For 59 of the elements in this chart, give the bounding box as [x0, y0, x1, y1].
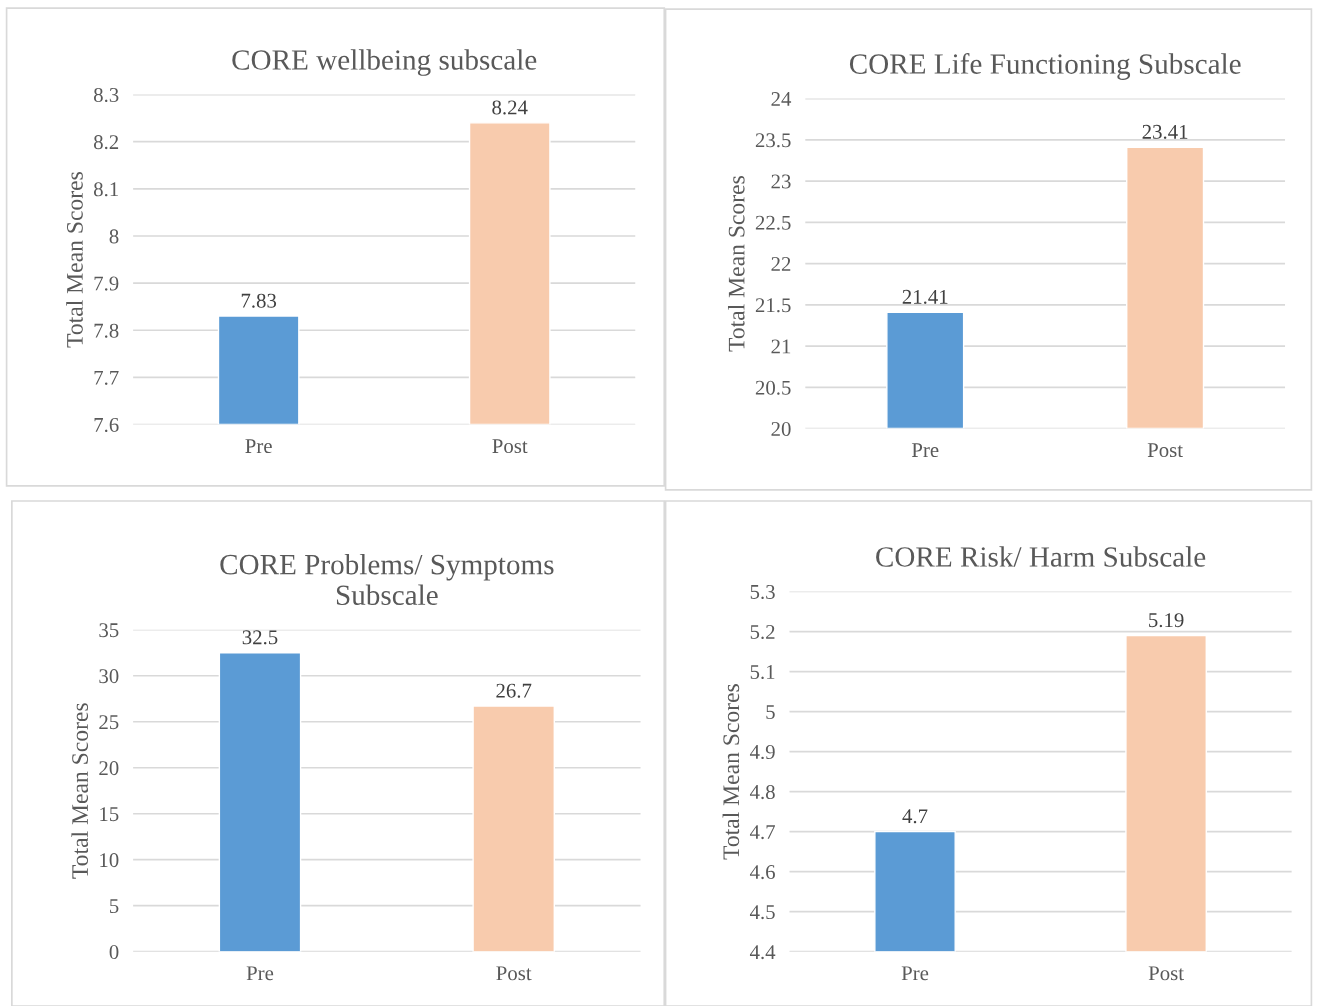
- y-tick-label: 5: [766, 705, 775, 720]
- data-label: 7.83: [241, 293, 277, 308]
- data-label: 4.7: [902, 809, 928, 824]
- y-tick-label: 4.9: [749, 745, 775, 760]
- y-tick-label: 10: [100, 853, 119, 868]
- y-tick-label: 22.5: [755, 215, 791, 230]
- x-tick-label: Post: [1148, 966, 1184, 981]
- y-tick-label: 5.3: [750, 584, 775, 600]
- x-tick-label: Pre: [245, 439, 272, 454]
- y-tick-label: 8: [109, 229, 119, 244]
- y-tick-label: 30: [99, 669, 119, 684]
- y-tick-label: 7.7: [94, 370, 119, 385]
- y-tick-label: 4.8: [749, 784, 775, 800]
- y-tick-label: 5.2: [750, 624, 775, 640]
- y-tick-label: 8.2: [93, 135, 119, 150]
- y-axis-title: Total Mean Scores: [66, 172, 83, 348]
- x-tick-label: Pre: [901, 966, 929, 981]
- y-tick-label: 0: [109, 945, 119, 960]
- x-tick-label: Pre: [246, 966, 274, 981]
- y-tick-label: 20: [99, 761, 119, 776]
- x-tick-label: Post: [496, 966, 532, 981]
- y-tick-label: 8.1: [93, 182, 118, 197]
- chart-title: CORE Life Functioning Subscale: [849, 53, 1241, 80]
- y-axis-title: Total Mean Scores: [71, 703, 89, 879]
- y-tick-label: 20.5: [755, 380, 791, 395]
- y-tick-label: 4.7: [749, 825, 775, 840]
- y-tick-label: 23.5: [755, 133, 791, 148]
- y-tick-label: 5.1: [750, 665, 775, 680]
- data-label: 5.19: [1149, 613, 1184, 628]
- chart-title: CORE wellbeing subscale: [232, 49, 537, 76]
- y-tick-label: 4.6: [749, 865, 775, 880]
- y-tick-label: 15: [100, 807, 119, 822]
- x-tick-label: Post: [492, 439, 528, 454]
- y-tick-label: 22: [771, 257, 791, 271]
- data-label: 32.5: [242, 630, 278, 645]
- y-tick-label: 8.3: [93, 87, 119, 103]
- y-tick-label: 4.4: [749, 945, 776, 960]
- x-tick-label: Pre: [911, 443, 939, 458]
- data-label: 21.41: [902, 289, 948, 304]
- y-tick-label: 5: [110, 899, 119, 914]
- chart-title: CORE Problems/ Symptoms Subscale: [220, 553, 554, 606]
- data-label: 26.7: [496, 683, 532, 698]
- y-tick-label: 7.6: [94, 417, 119, 433]
- y-axis-title: Total Mean Scores: [727, 176, 745, 352]
- y-tick-label: 7.8: [94, 323, 119, 338]
- y-tick-label: 7.9: [94, 276, 119, 291]
- y-tick-label: 25: [99, 715, 119, 730]
- y-tick-label: 21: [771, 339, 791, 354]
- y-tick-label: 4.5: [749, 905, 775, 920]
- y-tick-label: 24: [771, 92, 792, 106]
- y-tick-label: 20: [771, 421, 791, 436]
- data-label: 23.41: [1142, 124, 1188, 139]
- x-tick-label: Post: [1147, 443, 1183, 458]
- chart-title: CORE Risk/ Harm Subscale: [876, 546, 1206, 567]
- y-tick-label: 35: [99, 623, 119, 638]
- y-tick-label: 23: [771, 174, 791, 189]
- y-axis-title: Total Mean Scores: [722, 684, 740, 860]
- y-tick-label: 21.5: [755, 298, 791, 313]
- data-label: 8.24: [492, 100, 528, 115]
